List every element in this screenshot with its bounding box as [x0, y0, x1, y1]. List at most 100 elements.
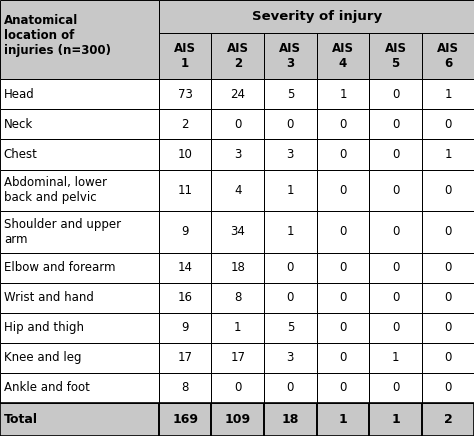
Text: 0: 0 [392, 321, 399, 334]
Bar [0, 79, 159, 109]
Text: 4: 4 [234, 184, 241, 197]
Text: 8: 8 [234, 291, 241, 304]
Bar [159, 140, 211, 170]
Text: 1: 1 [445, 88, 452, 101]
Bar [369, 252, 422, 283]
Text: 0: 0 [445, 184, 452, 197]
Text: 16: 16 [178, 291, 192, 304]
Text: 18: 18 [282, 413, 299, 426]
Bar [317, 283, 369, 313]
Text: 34: 34 [230, 225, 245, 238]
Bar [317, 140, 369, 170]
Text: Elbow and forearm: Elbow and forearm [4, 261, 115, 274]
Bar [369, 33, 422, 79]
Bar [264, 140, 317, 170]
Bar [264, 403, 317, 436]
Text: 17: 17 [230, 351, 245, 364]
Bar [422, 140, 474, 170]
Text: 0: 0 [392, 291, 399, 304]
Bar [211, 140, 264, 170]
Text: 5: 5 [287, 88, 294, 101]
Bar [317, 313, 369, 343]
Bar [211, 109, 264, 140]
Text: 1: 1 [287, 184, 294, 197]
Text: 1: 1 [339, 88, 346, 101]
Bar [317, 79, 369, 109]
Bar [369, 313, 422, 343]
Bar [264, 343, 317, 373]
Bar [422, 211, 474, 252]
Text: 0: 0 [445, 261, 452, 274]
Bar [264, 170, 317, 211]
Text: 0: 0 [339, 225, 346, 238]
Text: 3: 3 [234, 148, 241, 161]
Bar [369, 109, 422, 140]
Bar [159, 33, 211, 79]
Bar [159, 170, 211, 211]
Text: 0: 0 [392, 88, 399, 101]
Text: AIS
6: AIS 6 [437, 42, 459, 70]
Text: 1: 1 [287, 225, 294, 238]
Bar [211, 79, 264, 109]
Text: 1: 1 [392, 351, 399, 364]
Bar [0, 109, 159, 140]
Bar [159, 109, 211, 140]
Bar [211, 313, 264, 343]
Bar [0, 343, 159, 373]
Bar [159, 403, 211, 436]
Text: AIS
4: AIS 4 [332, 42, 354, 70]
Text: Abdominal, lower
back and pelvic: Abdominal, lower back and pelvic [4, 176, 107, 204]
Text: 0: 0 [339, 118, 346, 131]
Text: 0: 0 [287, 261, 294, 274]
Text: 0: 0 [339, 184, 346, 197]
Bar [317, 170, 369, 211]
Text: Hip and thigh: Hip and thigh [4, 321, 84, 334]
Bar [159, 0, 474, 33]
Text: 24: 24 [230, 88, 245, 101]
Bar [264, 211, 317, 252]
Bar [0, 170, 159, 211]
Bar [264, 313, 317, 343]
Bar [422, 343, 474, 373]
Text: 169: 169 [172, 413, 198, 426]
Bar [0, 140, 159, 170]
Bar [264, 109, 317, 140]
Text: 2: 2 [444, 413, 453, 426]
Text: 2: 2 [182, 118, 189, 131]
Bar [0, 252, 159, 283]
Bar [422, 403, 474, 436]
Bar [0, 373, 159, 403]
Bar [264, 373, 317, 403]
Text: 1: 1 [338, 413, 347, 426]
Bar [159, 79, 211, 109]
Text: 0: 0 [445, 225, 452, 238]
Text: Neck: Neck [4, 118, 33, 131]
Bar [317, 252, 369, 283]
Text: 0: 0 [339, 351, 346, 364]
Bar [422, 252, 474, 283]
Text: Wrist and hand: Wrist and hand [4, 291, 94, 304]
Bar [211, 343, 264, 373]
Bar [264, 252, 317, 283]
Bar [159, 283, 211, 313]
Bar [0, 283, 159, 313]
Bar [159, 252, 211, 283]
Bar [211, 252, 264, 283]
Text: 17: 17 [178, 351, 192, 364]
Bar [0, 403, 159, 436]
Bar [422, 373, 474, 403]
Bar [422, 109, 474, 140]
Bar [264, 283, 317, 313]
Bar [211, 170, 264, 211]
Text: 3: 3 [287, 148, 294, 161]
Text: 0: 0 [339, 381, 346, 394]
Bar [317, 33, 369, 79]
Text: 9: 9 [182, 321, 189, 334]
Text: 0: 0 [445, 351, 452, 364]
Bar [317, 109, 369, 140]
Text: 0: 0 [234, 381, 241, 394]
Bar [369, 373, 422, 403]
Text: 0: 0 [445, 321, 452, 334]
Text: AIS
1: AIS 1 [174, 42, 196, 70]
Bar [211, 33, 264, 79]
